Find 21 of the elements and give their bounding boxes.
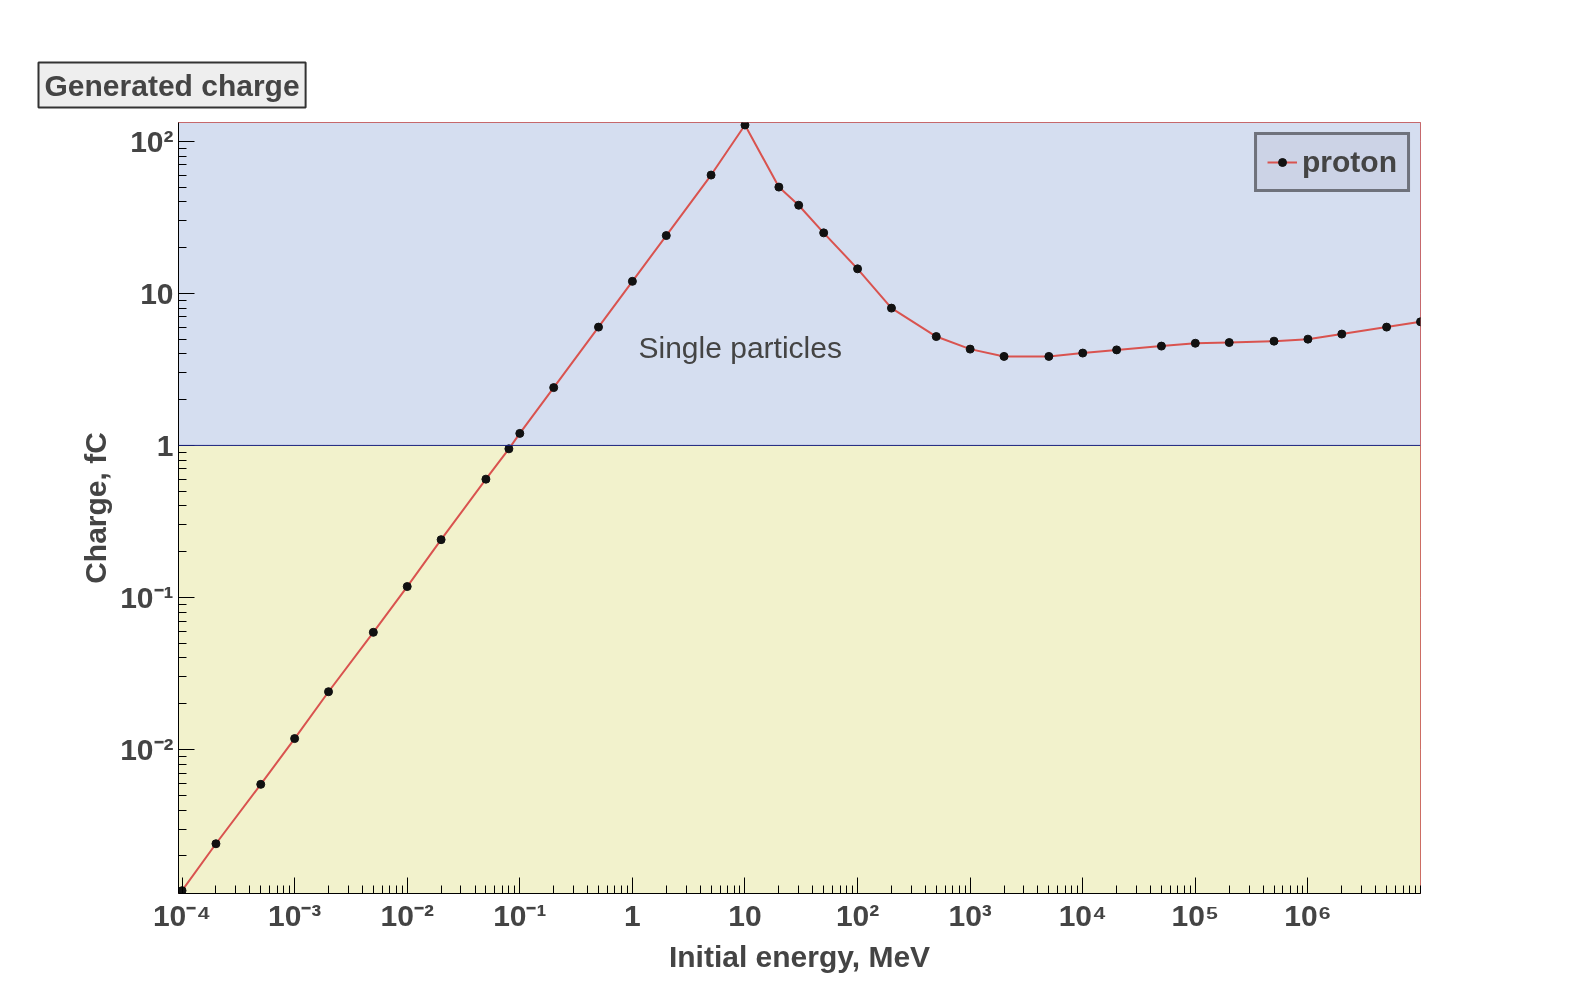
- x-tick-label: 10⁵: [1171, 898, 1220, 932]
- y-tick-label: 10²: [130, 124, 174, 158]
- x-axis-title: Initial energy, MeV: [668, 939, 931, 973]
- x-tick-label: 10⁴: [1058, 898, 1107, 932]
- chart-title: Generated charge: [44, 68, 300, 102]
- y-tick-label: 10⁻¹: [120, 580, 174, 614]
- x-tick-label: 10⁶: [1284, 898, 1332, 932]
- x-tick-label: 10³: [948, 898, 992, 932]
- x-tick-label: 10⁻²: [380, 898, 434, 932]
- x-tick-label: 10⁻³: [267, 898, 322, 932]
- x-tick-label: 1: [624, 898, 641, 932]
- y-tick-label: 10: [140, 276, 174, 310]
- y-axis-title: Charge, fC: [79, 432, 113, 584]
- y-tick-label: 1: [156, 428, 174, 462]
- y-tick-label: 10⁻²: [120, 733, 174, 767]
- legend-label: proton: [1302, 145, 1397, 179]
- x-tick-label: 10⁻¹: [493, 898, 547, 932]
- x-tick-label: 10²: [835, 898, 880, 932]
- annotation: Single particles: [638, 330, 842, 364]
- x-tick-label: 10⁻⁴: [152, 898, 212, 932]
- x-tick-label: 10: [728, 898, 762, 932]
